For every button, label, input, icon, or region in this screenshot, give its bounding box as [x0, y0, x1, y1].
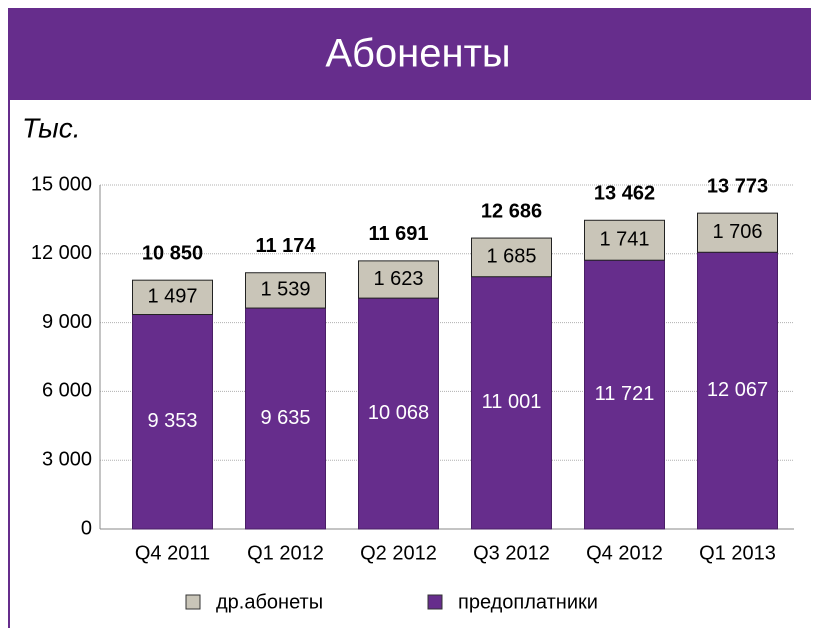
x-tick-label: Q4 2012: [586, 542, 663, 564]
y-tick-label: 9 000: [42, 311, 92, 333]
chart-title: Абоненты: [325, 32, 510, 76]
x-tick-label: Q1 2012: [247, 542, 324, 564]
bar-segment: [245, 272, 326, 309]
value-label: 1 539: [260, 279, 310, 301]
y-tick-label: 15 000: [31, 173, 92, 195]
y-tick-label: 6 000: [42, 380, 92, 402]
bar-segment: [471, 237, 552, 278]
value-label: 1 706: [712, 221, 762, 243]
value-label: 9 635: [260, 407, 310, 429]
bar-segment: [358, 260, 439, 299]
value-label: 1 623: [373, 268, 423, 290]
value-label: 11 001: [482, 391, 542, 413]
x-tick-label: Q2 2012: [360, 542, 437, 564]
total-label: 12 686: [481, 200, 542, 222]
value-label: 9 353: [147, 410, 197, 432]
x-tick-label: Q3 2012: [473, 542, 550, 564]
bar-segment: [584, 219, 665, 261]
legend-label: предоплатники: [458, 591, 598, 613]
x-tick-label: Q1 2013: [699, 542, 776, 564]
bar-segment: [358, 297, 439, 530]
y-tick-label: 12 000: [31, 242, 92, 264]
value-label: 10 068: [368, 402, 429, 424]
bar-segment: [245, 307, 326, 530]
bar-segment: [471, 276, 552, 530]
total-label: 11 174: [255, 235, 316, 257]
bar-segment: [584, 259, 665, 530]
value-label: 11 721: [595, 383, 655, 405]
bar-segment: [697, 212, 778, 253]
unit-label: Тыс.: [22, 112, 81, 143]
y-tick-label: 3 000: [42, 448, 92, 470]
total-label: 13 773: [707, 175, 768, 197]
bar-segment: [132, 279, 213, 316]
bar-segment: [697, 251, 778, 530]
total-label: 11 691: [368, 223, 428, 245]
value-label: 1 497: [147, 286, 197, 308]
y-tick-label: 0: [81, 517, 92, 539]
x-tick-label: Q4 2011: [135, 542, 210, 564]
value-label: 12 067: [707, 379, 768, 401]
legend-swatch: [185, 594, 201, 610]
value-label: 1 685: [486, 246, 536, 268]
legend-label: др.абонеты: [216, 591, 323, 613]
total-label: 10 850: [142, 242, 203, 264]
title-banner: [8, 8, 811, 100]
total-label: 13 462: [594, 183, 655, 205]
value-label: 1 741: [599, 229, 649, 251]
legend-swatch: [427, 594, 443, 610]
